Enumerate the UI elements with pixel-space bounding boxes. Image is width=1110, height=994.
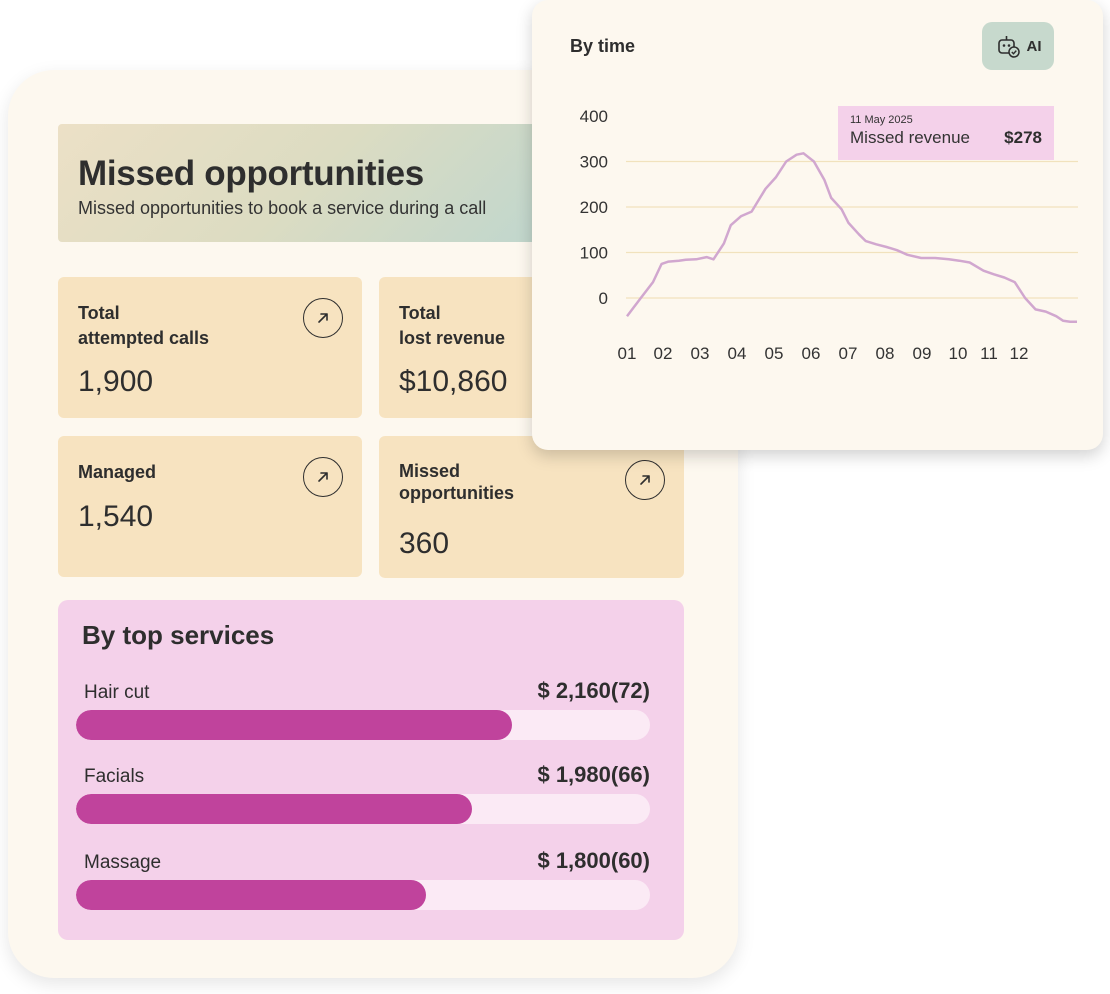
stat-card-managed: Managed 1,540 <box>58 436 362 577</box>
stat-card-total-attempted-calls: Total attempted calls 1,900 <box>58 277 362 418</box>
y-tick-label: 100 <box>580 244 608 263</box>
service-bar-track <box>76 710 650 740</box>
service-amount: $ 2,160(72) <box>537 678 650 703</box>
arrow-up-right-icon <box>318 472 328 482</box>
page-subtitle: Missed opportunities to book a service d… <box>78 198 487 218</box>
x-tick-label: 01 <box>618 344 637 363</box>
tooltip-label: Missed revenue <box>850 128 971 147</box>
series-line-missed-revenue <box>626 152 1077 323</box>
robot-icon <box>997 36 1020 58</box>
ai-label: AI <box>1026 37 1042 55</box>
service-name: Hair cut <box>84 682 150 703</box>
service-row-massage: Massage $ 1,800(60) <box>58 848 684 922</box>
x-tick-label: 09 <box>913 344 932 363</box>
by-time-card: 400 300 200 100 0 01 02 03 04 05 06 07 08 09 10 11 12 By… <box>532 0 1103 450</box>
ai-button[interactable]: AI <box>982 22 1054 70</box>
x-tick-label: 04 <box>728 344 747 363</box>
y-tick-label: 300 <box>580 153 608 172</box>
service-bar-fill <box>76 794 473 824</box>
service-name: Massage <box>84 852 162 873</box>
x-tick-label: 05 <box>765 344 784 363</box>
open-details-button[interactable] <box>303 298 343 338</box>
stat-label: Total attempted calls <box>78 303 210 348</box>
service-bar-track <box>76 880 650 910</box>
tooltip-date: 11 May 2025 <box>850 114 913 126</box>
y-tick-label: 200 <box>580 198 608 217</box>
arrow-up-right-icon <box>318 313 328 323</box>
stat-label: Managed <box>78 462 157 482</box>
x-tick-label: 12 <box>1010 344 1029 363</box>
page-title: Missed opportunities <box>78 154 424 193</box>
service-amount: $ 1,980(66) <box>537 762 650 787</box>
x-tick-label: 02 <box>654 344 673 363</box>
service-bar-track <box>76 794 650 824</box>
service-amount: $ 1,800(60) <box>537 848 650 873</box>
stat-card-missed-opportunities: Missed opportunities 360 <box>379 436 684 578</box>
stat-value: 1,540 <box>78 500 154 533</box>
service-row-facials: Facials $ 1,980(66) <box>58 762 684 836</box>
service-bar-fill <box>76 710 513 740</box>
top-services-panel: By top services Hair cut $ 2,160(72) Fac… <box>58 600 684 940</box>
chart-tooltip: 11 May 2025 Missed revenue $278 <box>838 106 1054 160</box>
y-tick-label: 400 <box>580 107 608 126</box>
service-row-hair-cut: Hair cut $ 2,160(72) <box>58 678 684 752</box>
x-tick-label: 06 <box>802 344 821 363</box>
open-details-button[interactable] <box>303 457 343 497</box>
service-bar-fill <box>76 880 427 910</box>
stat-label: Total lost revenue <box>399 303 506 348</box>
x-tick-label: 08 <box>876 344 895 363</box>
x-tick-label: 11 <box>980 344 998 363</box>
x-tick-label: 03 <box>691 344 710 363</box>
stat-value: 1,900 <box>78 365 154 398</box>
x-tick-label: 07 <box>839 344 858 363</box>
arrow-up-right-icon <box>640 475 650 485</box>
stat-value: 360 <box>399 527 450 560</box>
y-tick-label: 0 <box>599 289 608 308</box>
stat-label: Missed opportunities <box>399 461 514 503</box>
tooltip-value: $278 <box>1004 128 1042 147</box>
chart-title: By time <box>570 36 636 56</box>
by-time-line-chart: 400 300 200 100 0 01 02 03 04 05 06 07 08 09 10 11 12 <box>580 107 1078 363</box>
stat-value: $10,860 <box>399 365 508 398</box>
services-title: By top services <box>82 620 275 650</box>
open-details-button[interactable] <box>625 460 665 500</box>
service-name: Facials <box>84 766 145 787</box>
x-tick-label: 10 <box>949 344 968 363</box>
